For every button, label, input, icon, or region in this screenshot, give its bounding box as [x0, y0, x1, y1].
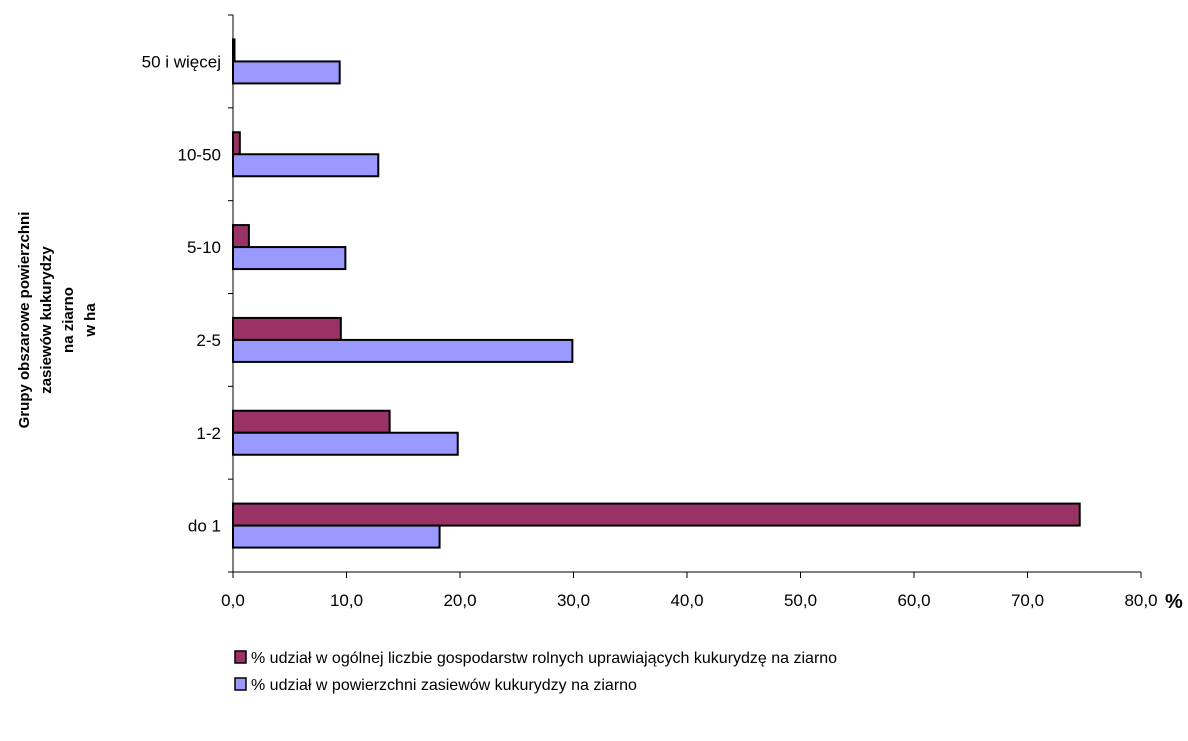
x-tick-label: 70,0 — [1011, 591, 1044, 610]
bar-area-5 — [232, 60, 341, 85]
y-axis-title-line: w ha — [82, 303, 99, 338]
legend-label-area: % udział w powierzchni zasiewów kukurydz… — [251, 677, 637, 694]
bars-group — [232, 38, 1081, 549]
y-axis-title-line: zasiewów kukurydzy — [38, 246, 55, 394]
legend-label-farms: % udział w ogólnej liczbie gospodarstw r… — [251, 650, 837, 667]
bar-farms-4 — [232, 131, 241, 156]
x-tick-label: 80,0 — [1124, 591, 1157, 610]
y-axis-title-line: na ziarno — [60, 287, 77, 353]
x-tick-label: 20,0 — [443, 591, 476, 610]
bar-area-1 — [232, 431, 459, 456]
x-tick-label: 10,0 — [330, 591, 363, 610]
y-tick-label: 1-2 — [196, 424, 221, 443]
x-tick-label: 0,0 — [221, 591, 245, 610]
x-tick-label: 50,0 — [784, 591, 817, 610]
bar-area-2 — [232, 338, 574, 363]
bar-area-0 — [232, 524, 441, 549]
axes-group: do 1 1-2 2-5 5-10 10-50 50 i więcej 0,0 10,0 20,… — [142, 14, 1183, 613]
x-tick-label: 40,0 — [670, 591, 703, 610]
x-tick-label: 30,0 — [557, 591, 590, 610]
x-axis-unit-label: % — [1165, 591, 1183, 613]
bar-farms-0 — [232, 502, 1081, 527]
bar-farms-1 — [232, 409, 391, 434]
y-tick-label: 5-10 — [187, 238, 221, 257]
bar-farms-2 — [232, 316, 342, 341]
y-axis-title-line: Grupy obszarowe powierzchni — [16, 212, 33, 429]
legend-swatch-area — [234, 677, 247, 691]
legend: % udział w ogólnej liczbie gospodarstw r… — [234, 650, 837, 694]
y-tick-label: 10-50 — [178, 145, 221, 164]
y-axis-title: Grupy obszarowe powierzchni zasiewów kuku… — [16, 212, 99, 429]
bar-farms-3 — [232, 224, 250, 249]
y-tick-label: 50 i więcej — [142, 52, 221, 71]
legend-swatch-farms — [234, 650, 247, 664]
x-tick-label: 60,0 — [897, 591, 930, 610]
y-tick-label: 2-5 — [196, 331, 221, 350]
bar-area-3 — [232, 246, 347, 271]
bar-area-4 — [232, 153, 380, 178]
y-tick-label: do 1 — [188, 517, 221, 536]
